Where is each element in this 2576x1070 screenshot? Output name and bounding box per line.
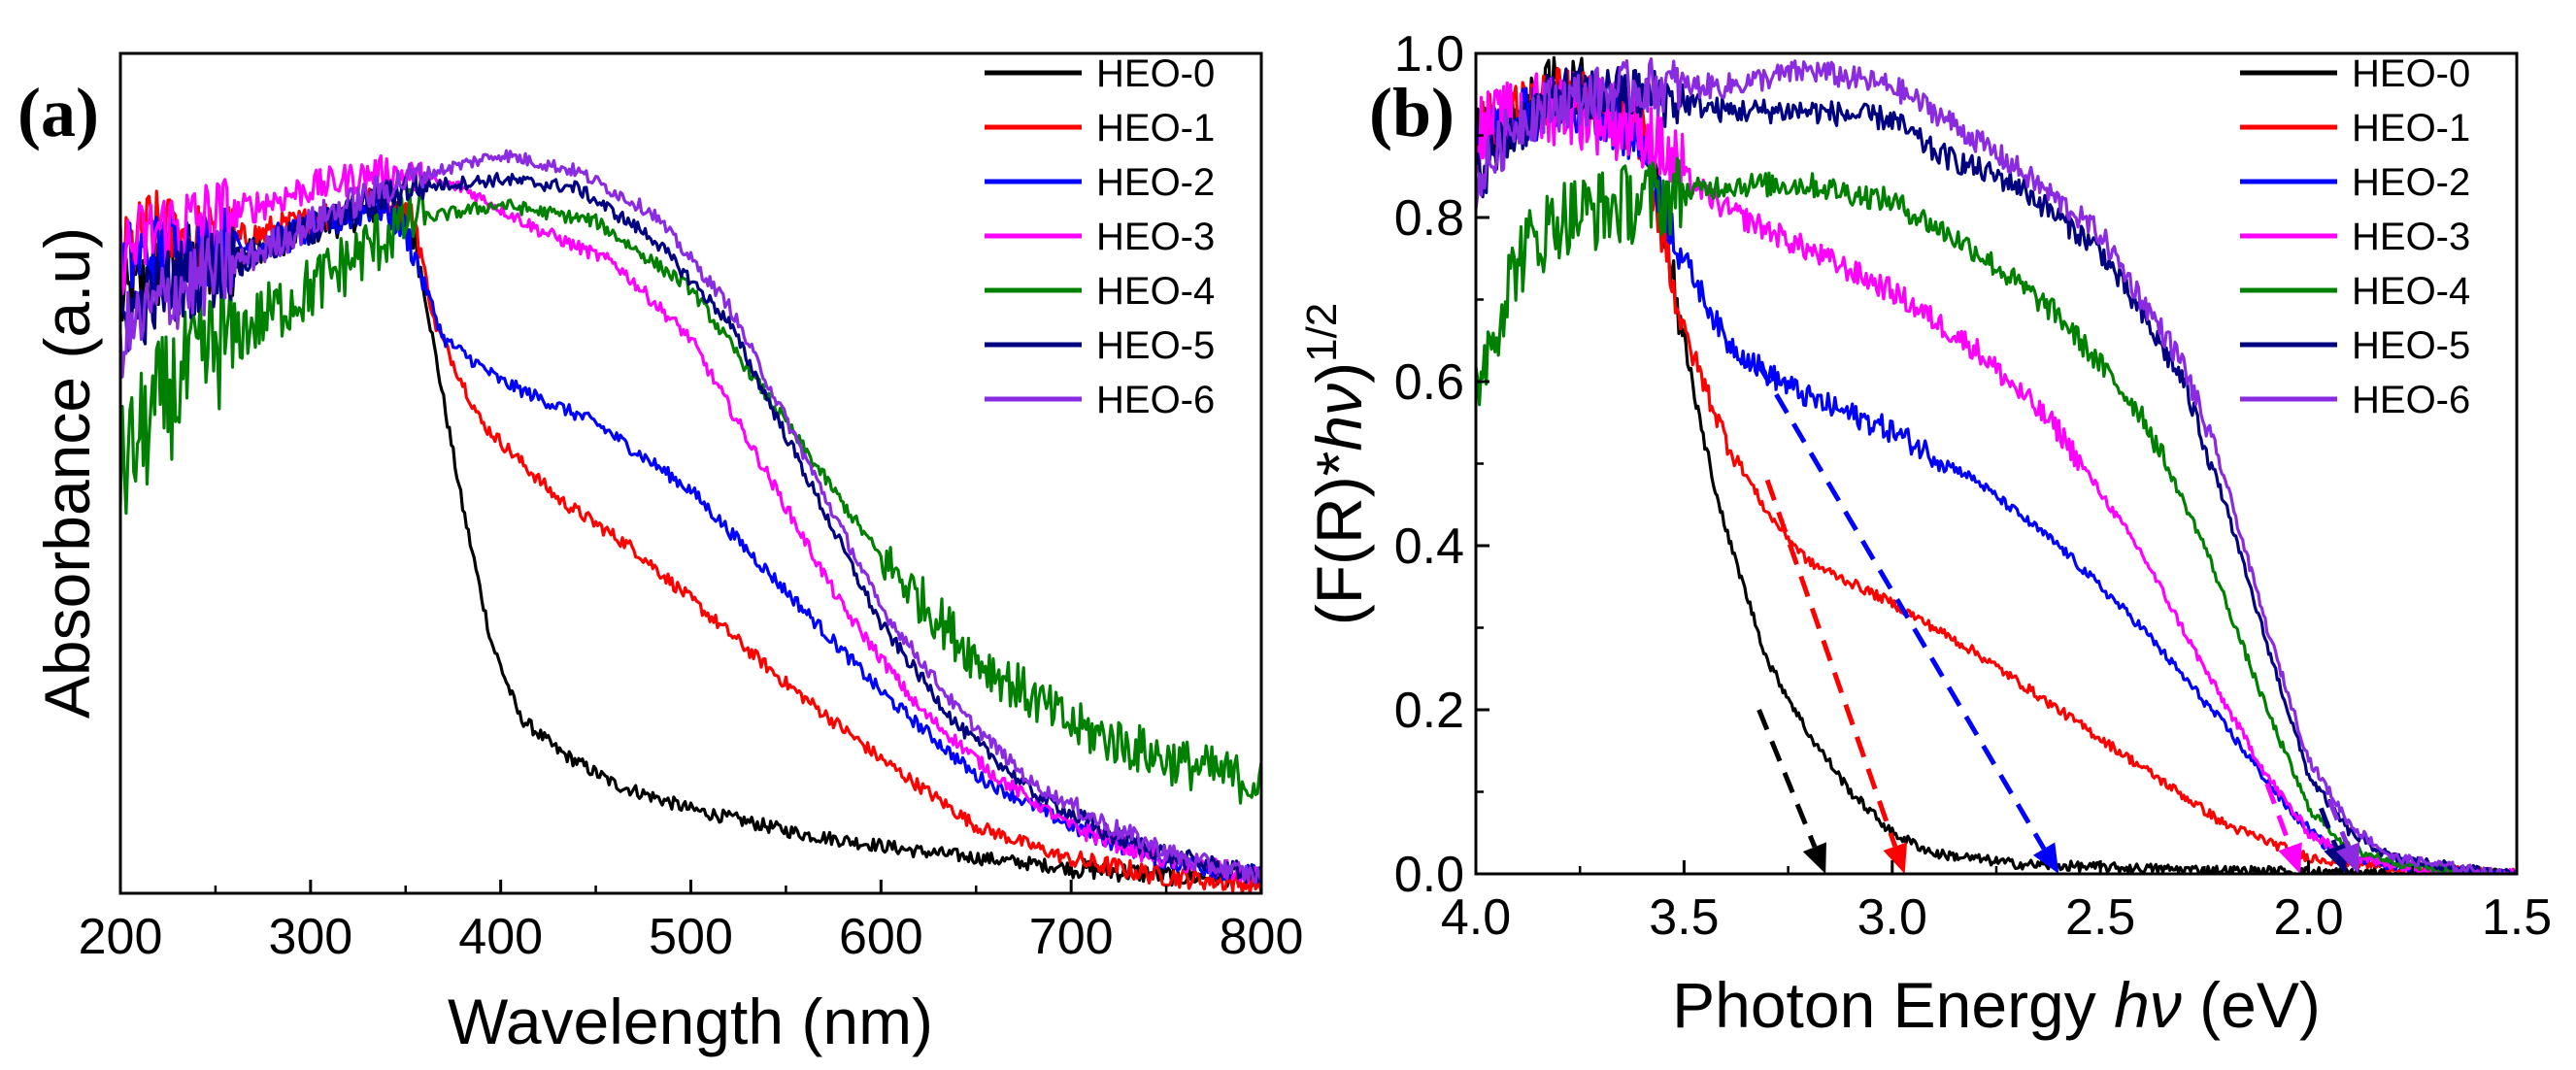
x-tick-label: 400 xyxy=(458,909,543,965)
series-line-heo-4 xyxy=(120,184,1261,805)
tangent-line xyxy=(2319,807,2338,848)
legend-label: HEO-2 xyxy=(2352,161,2470,204)
y-axis-label-b-text: (F(R)* xyxy=(1303,451,1375,626)
tangent-line xyxy=(2326,799,2351,849)
legend-label: HEO-0 xyxy=(1096,52,1215,95)
plot-frame-a xyxy=(118,51,1263,895)
legend-label: HEO-4 xyxy=(1096,270,1215,313)
x-tick-label: 4.0 xyxy=(1441,889,1511,946)
y-tick-label: 0.0 xyxy=(1394,847,1464,903)
legend-label: HEO-2 xyxy=(1096,161,1215,204)
legend-label: HEO-6 xyxy=(2352,379,2470,421)
series-line-heo-5 xyxy=(120,172,1261,885)
legend-label: HEO-1 xyxy=(2352,107,2470,150)
series-line-heo-3 xyxy=(120,153,1261,885)
legend-label: HEO-1 xyxy=(1096,107,1215,150)
x-tick-label: 700 xyxy=(1029,909,1114,965)
tangent-arrowhead xyxy=(1802,842,1826,874)
series-line-heo-4 xyxy=(1476,156,2517,874)
x-tick-label: 1.5 xyxy=(2482,889,2552,946)
panel-label-b: (b) xyxy=(1369,74,1455,151)
x-tick-label: 2.5 xyxy=(2065,889,2135,946)
legend-label: HEO-5 xyxy=(2352,324,2470,367)
legend-label: HEO-0 xyxy=(2352,52,2470,95)
legend-label: HEO-6 xyxy=(1096,379,1215,421)
chart-panel-a: 200 300 400 500 600 700 800 HEO-0 HEO-1 HEO-2 HEO… xyxy=(17,51,1304,1057)
x-tick-label: 500 xyxy=(649,909,733,965)
x-tick-label: 200 xyxy=(79,909,163,965)
series-line-heo-6 xyxy=(120,149,1261,885)
x-axis-label-b-text: Photon Energy xyxy=(1672,969,2114,1041)
x-tick-label: 600 xyxy=(839,909,923,965)
y-tick-label: 0.4 xyxy=(1394,518,1464,575)
y-axis-label-b-sup: 1/2 xyxy=(1298,303,1346,362)
series-line-heo-6 xyxy=(1476,57,2517,874)
y-axis-label-a: Absorbance (a.u) xyxy=(31,227,103,719)
x-tick-label: 2.0 xyxy=(2273,889,2343,946)
chart-panel-b: 4.0 3.5 3.0 2.5 2.0 1.5 0.0 0.2 0.4 0.6 0.8 1.0 HEO… xyxy=(1298,26,2552,1041)
legend-label: HEO-3 xyxy=(1096,216,1215,258)
y-tick-label: 0.8 xyxy=(1394,190,1464,247)
y-axis-label-b-close: ) xyxy=(1303,362,1375,384)
x-tick-label: 300 xyxy=(268,909,352,965)
x-tick-label: 3.0 xyxy=(1857,889,1927,946)
x-axis-label-b-symbol: hν xyxy=(2114,969,2182,1041)
tangent-line xyxy=(1756,363,2047,851)
y-tick-label: 0.6 xyxy=(1394,354,1464,411)
y-tick-label: 0.2 xyxy=(1394,683,1464,739)
tangent-arrowhead xyxy=(1883,842,1908,874)
series-line-heo-1 xyxy=(120,181,1261,893)
legend-label: HEO-5 xyxy=(1096,324,1215,367)
x-axis-label-b-unit: (eV) xyxy=(2182,969,2321,1041)
legend-label: HEO-3 xyxy=(2352,216,2470,258)
tangent-line xyxy=(1756,709,1818,849)
legend-label: HEO-4 xyxy=(2352,270,2470,313)
tangent-arrowhead xyxy=(2032,842,2059,874)
x-tick-label: 3.5 xyxy=(1649,889,1719,946)
panel-label-a: (a) xyxy=(17,74,99,151)
y-tick-label: 1.0 xyxy=(1394,26,1464,83)
y-axis-label-b-symbol: hν xyxy=(1303,384,1375,451)
tangent-line xyxy=(2264,783,2292,848)
tangent-arrowhead xyxy=(2278,842,2302,874)
tangent-arrowhead xyxy=(2335,842,2360,874)
x-axis-label-b: Photon Energy hν (eV) xyxy=(1672,969,2321,1041)
tangent-line xyxy=(1764,479,1898,848)
x-axis-label-a: Wavelength (nm) xyxy=(448,986,933,1057)
y-axis-label-b: (F(R)*hν)1/2 xyxy=(1298,303,1375,625)
x-tick-label: 800 xyxy=(1220,909,1304,965)
